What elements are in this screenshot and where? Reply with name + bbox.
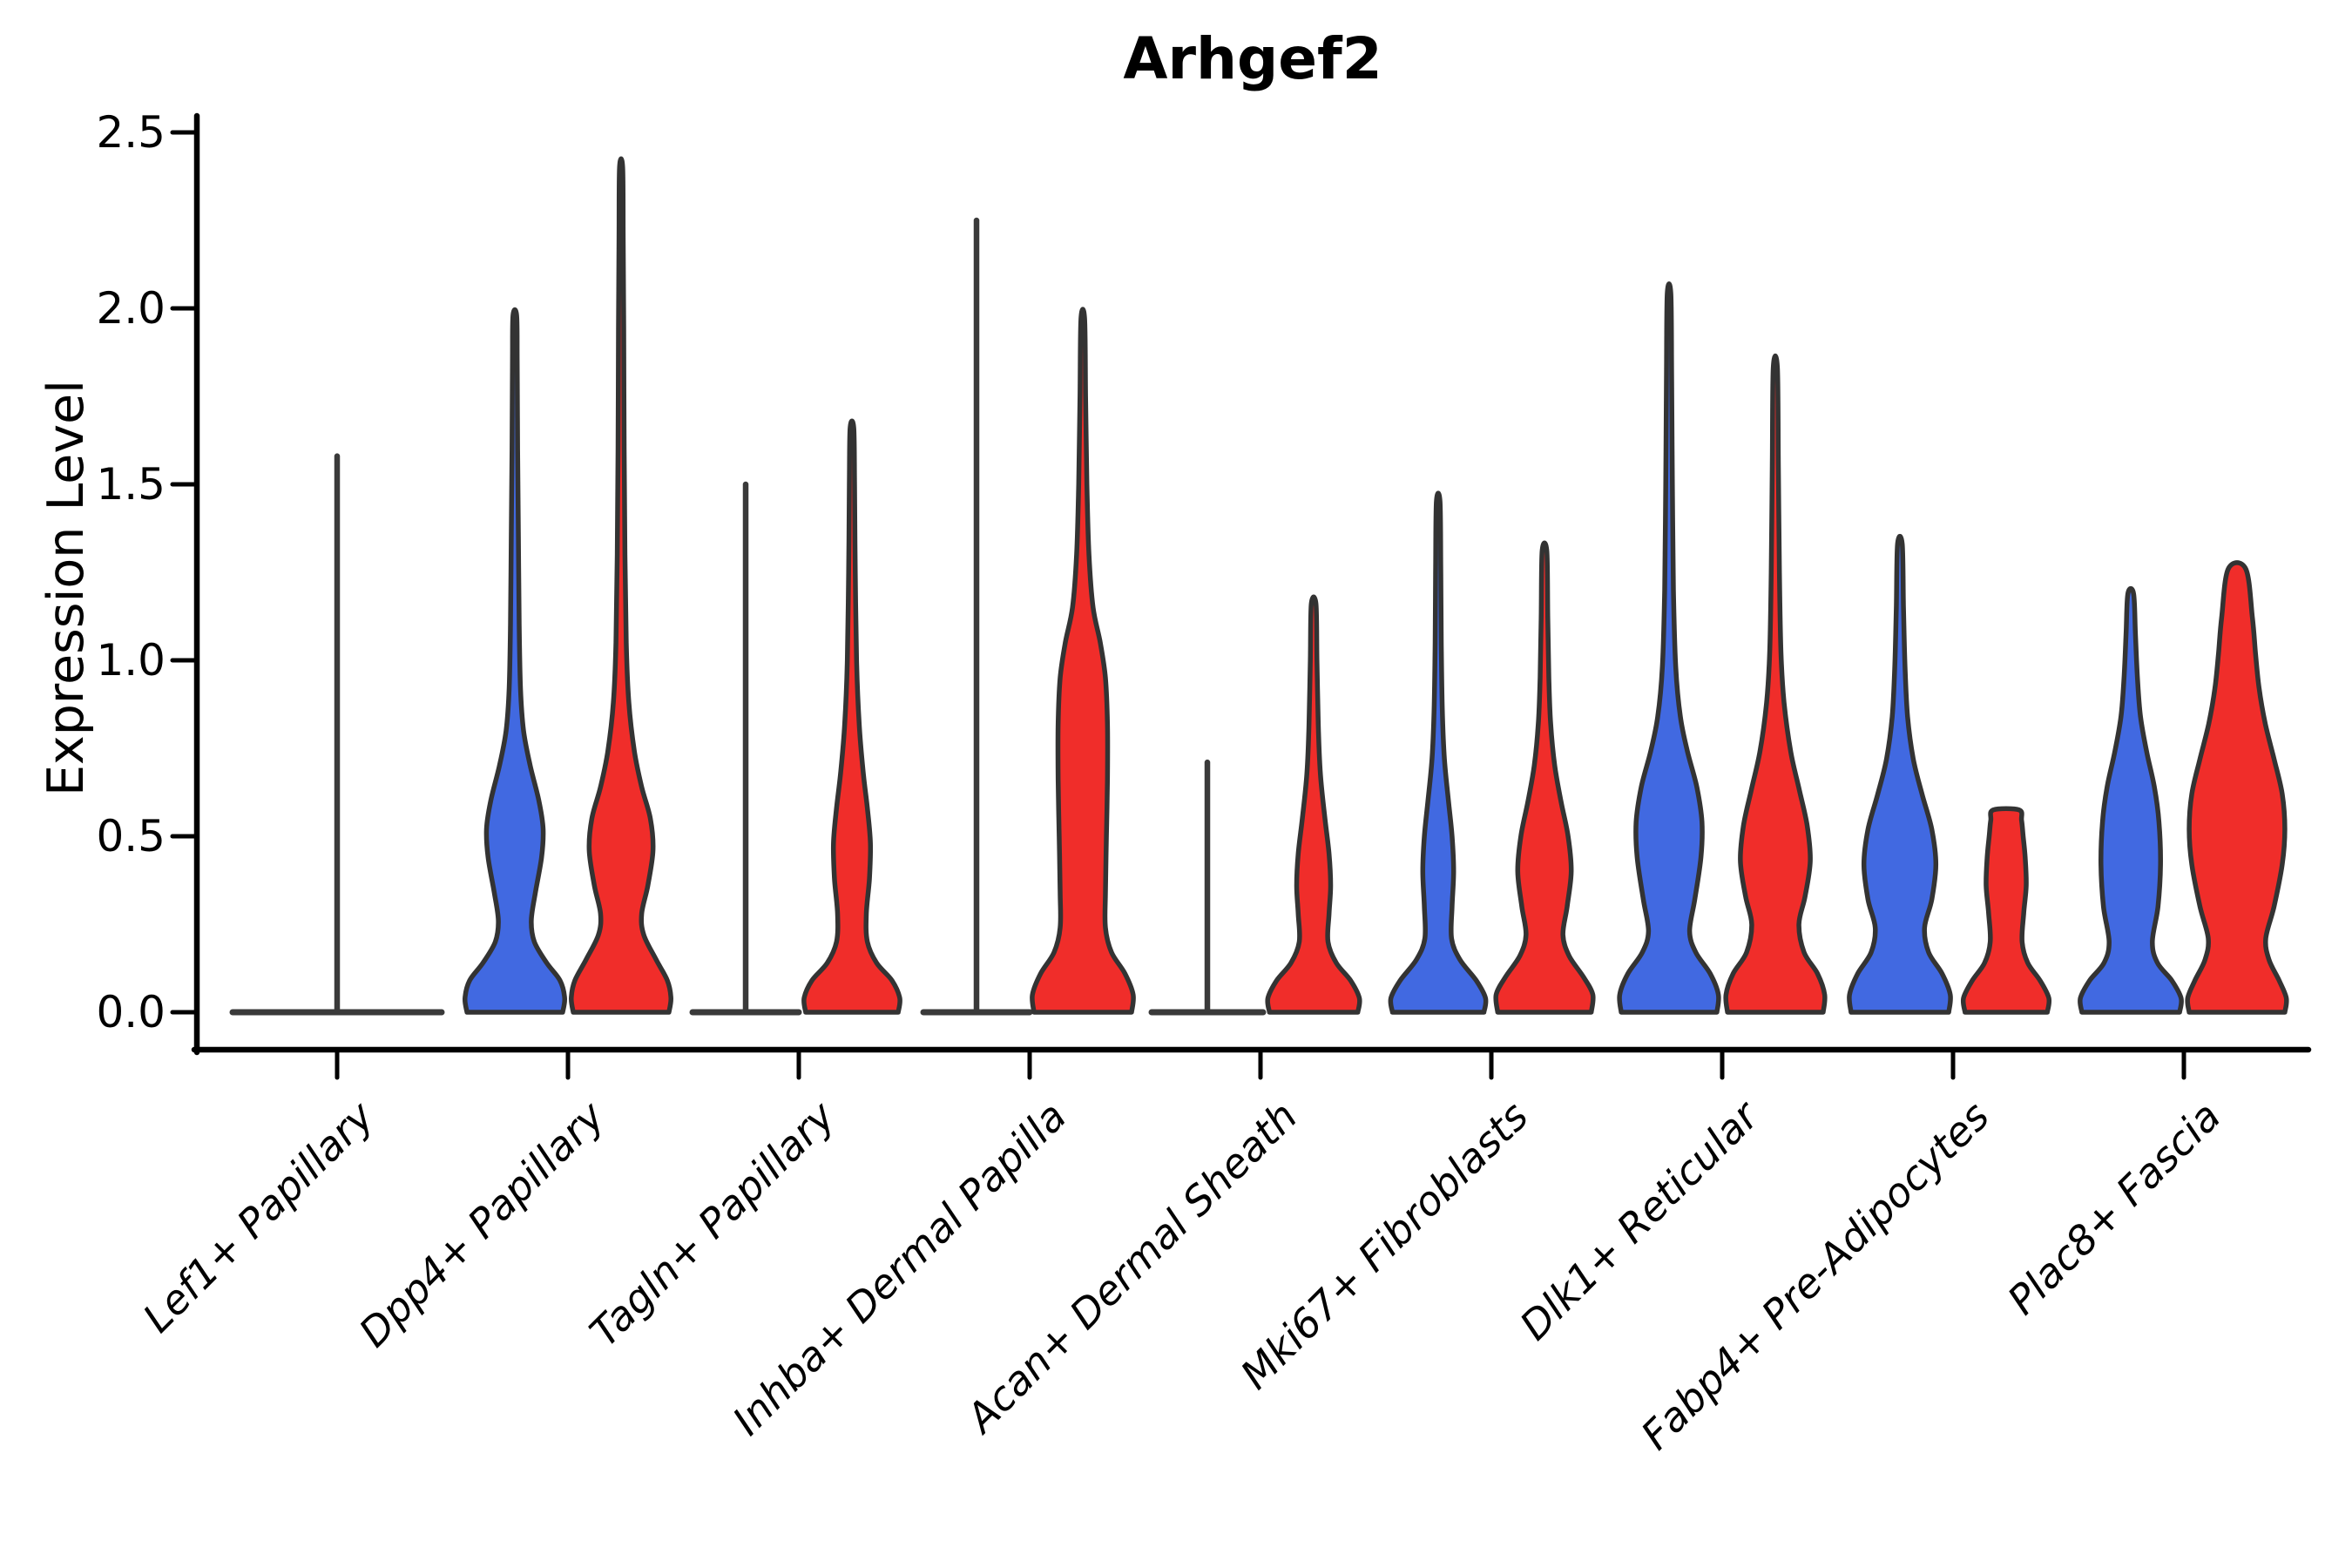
violin-fabp4-pre-adipocytes-blue — [1847, 533, 1953, 1015]
violin-dlk1-reticular-red — [1723, 353, 1828, 1015]
y-tick-label: 2.5 — [96, 107, 166, 158]
y-tick-label: 0.0 — [96, 987, 166, 1037]
y-tick-label: 2.0 — [96, 283, 166, 334]
violin-fabp4-pre-adipocytes-red — [1960, 806, 2052, 1015]
violin-mki67-fibroblasts-blue — [1388, 490, 1489, 1015]
violin-dpp4-papillary-red — [569, 156, 673, 1015]
violin-tagln-papillary-red — [801, 418, 902, 1015]
violin-dpp4-papillary-blue — [462, 307, 568, 1015]
y-tick-label: 0.5 — [96, 811, 166, 862]
violin-dlk1-reticular-blue — [1617, 280, 1721, 1015]
y-tick-label: 1.5 — [96, 459, 166, 510]
violin-acan-dermal-sheath-red — [1265, 594, 1362, 1015]
violin-plac8-fascia-blue — [2078, 585, 2184, 1015]
y-axis-label: Expression Level — [37, 380, 95, 796]
violin-plac8-fascia-red — [2185, 560, 2289, 1015]
violin-inhba-dermal-papilla-red — [1030, 307, 1136, 1015]
y-tick-label: 1.0 — [96, 635, 166, 686]
violin-mki67-fibroblasts-red — [1493, 540, 1596, 1015]
chart-title: Arhgef2 — [1123, 25, 1382, 92]
